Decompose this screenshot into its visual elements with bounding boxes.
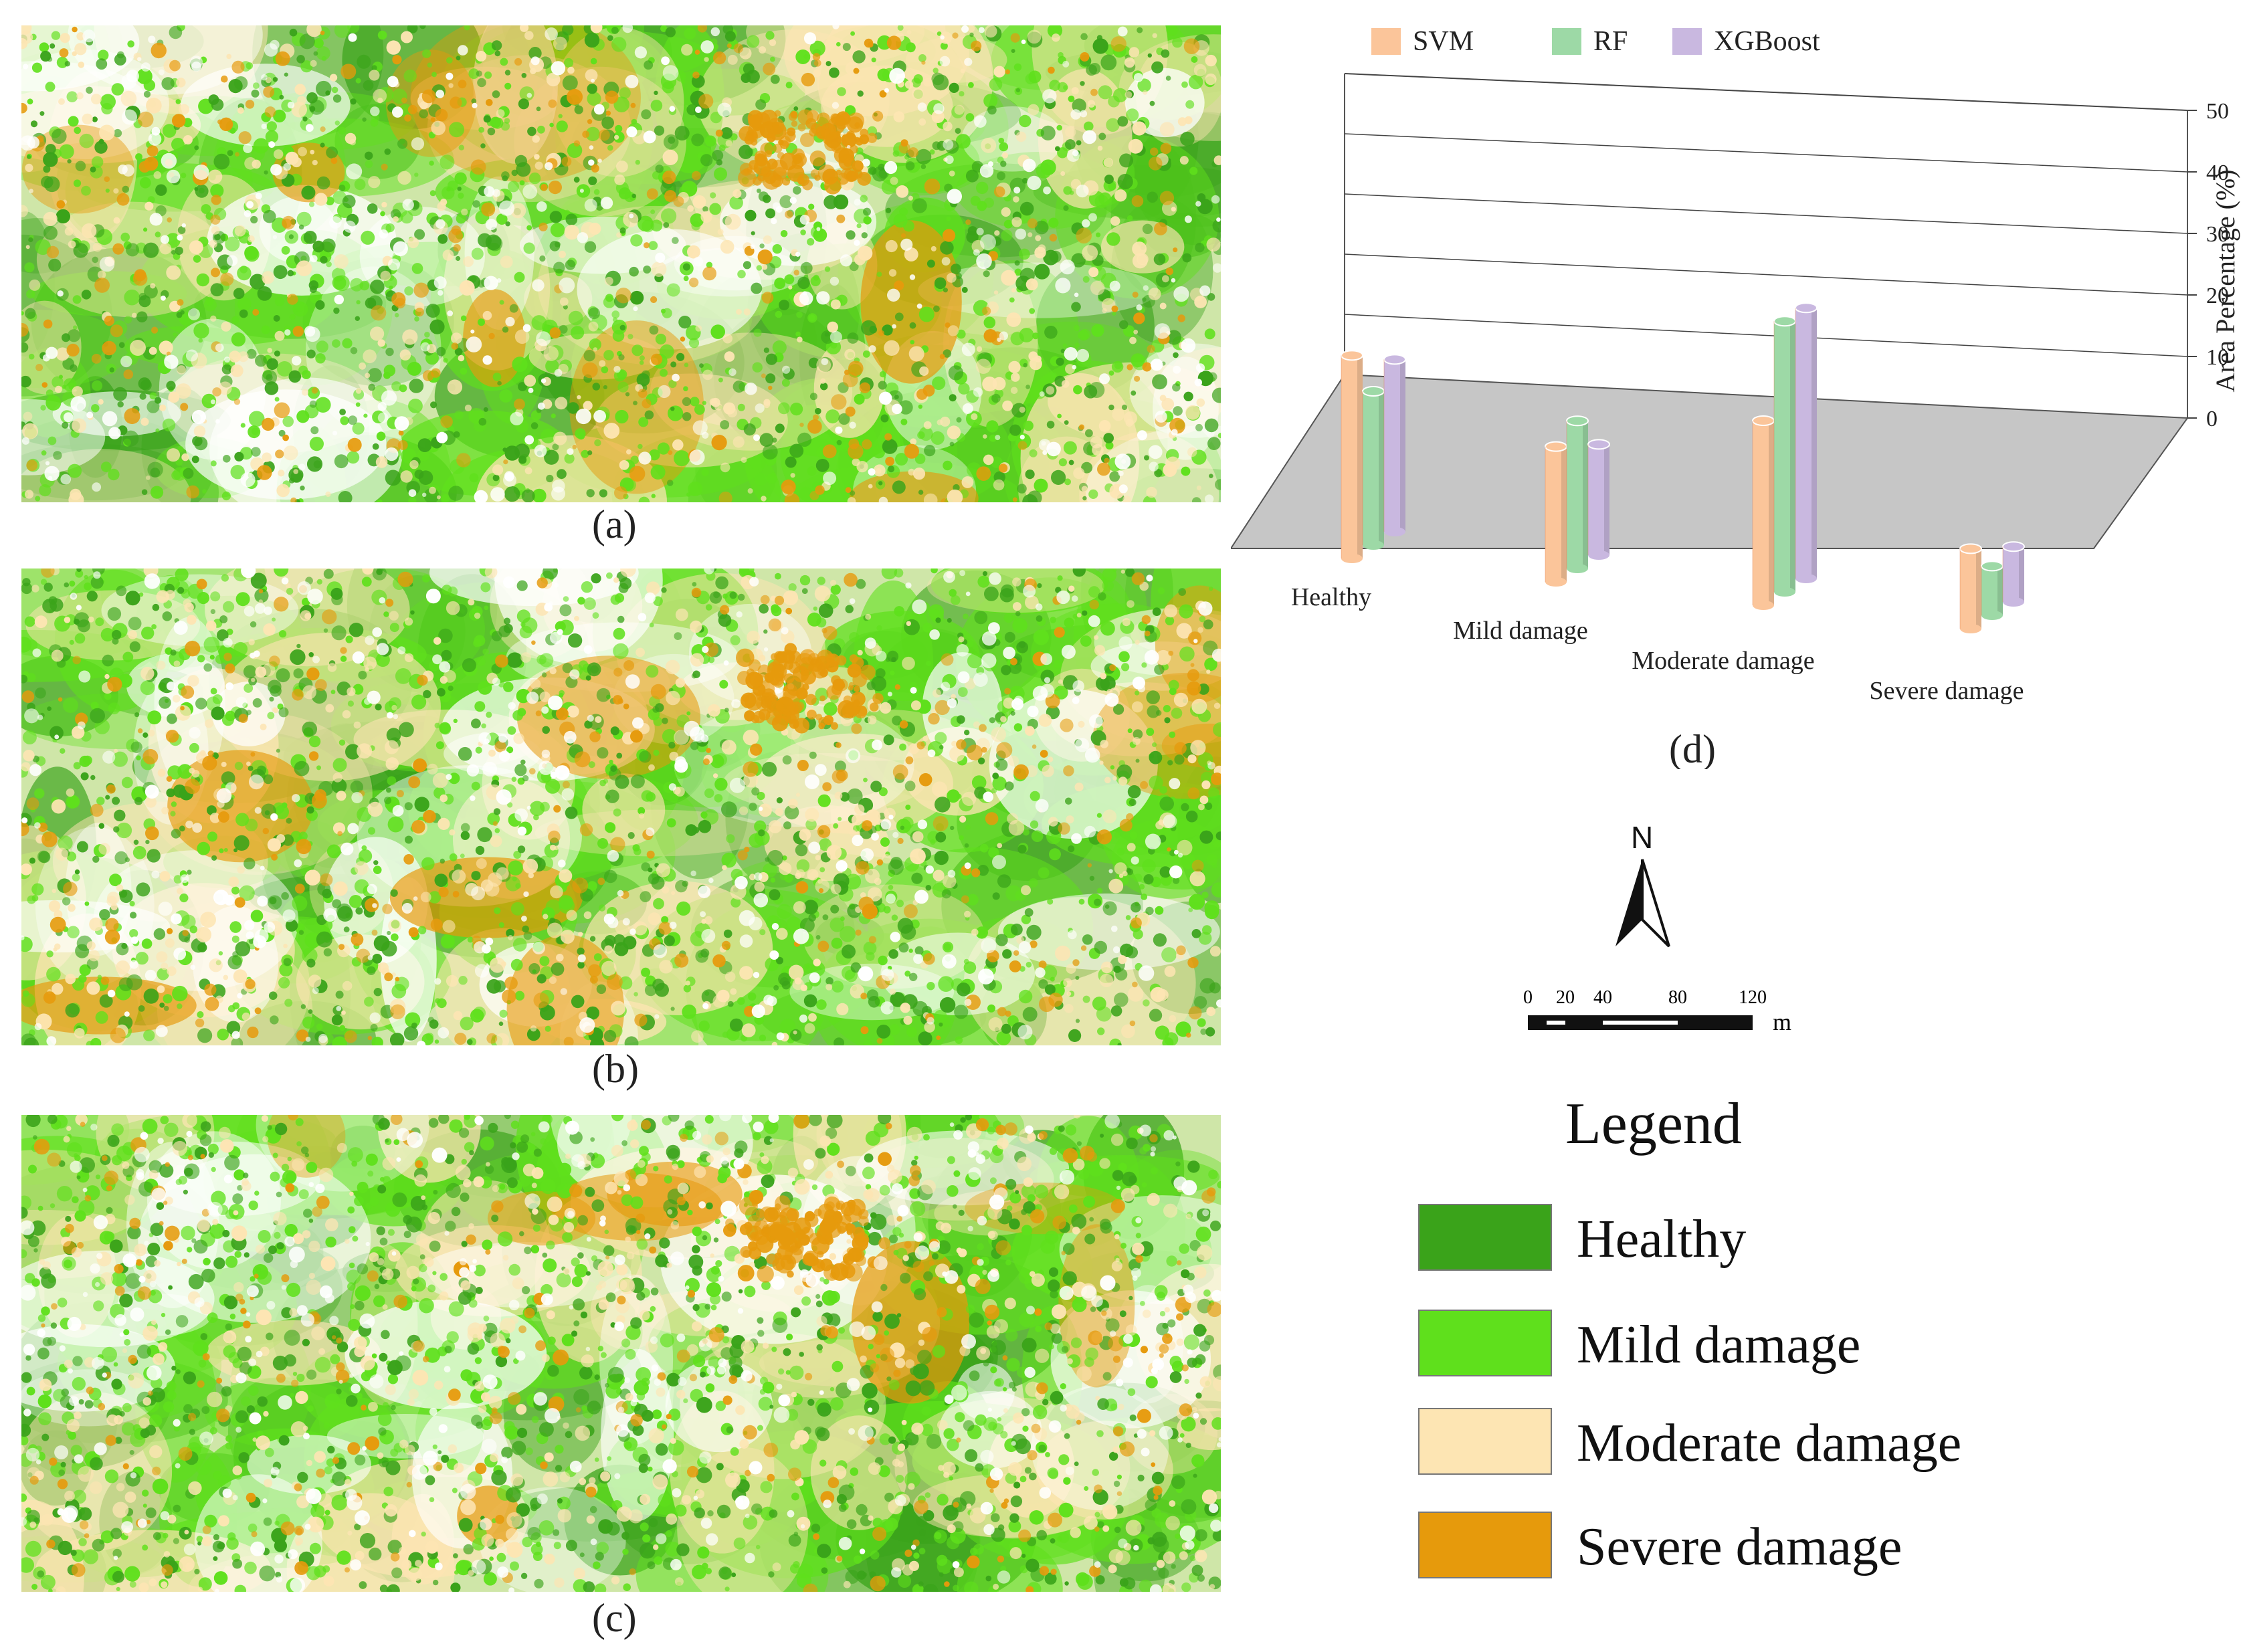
legend-label-moderate: Moderate damage (1577, 1414, 1962, 1473)
bar-SVM-1 (1545, 441, 1567, 587)
bar-RF-3 (1981, 560, 2003, 620)
scale-bar: 0 20 40 80 120 m (1523, 987, 1791, 1035)
bar-RF-1 (1566, 415, 1589, 573)
legend-swatch-healthy (1418, 1204, 1552, 1271)
bar-SVM-0 (1341, 350, 1363, 563)
scale-tick-0: 0 (1523, 987, 1533, 1008)
chart-legend-label-SVM: SVM (1413, 26, 1474, 57)
legend-item-moderate: Moderate damage (1418, 1408, 2154, 1481)
scale-tick-120: 120 (1739, 987, 1767, 1008)
bar-SVM-2 (1752, 415, 1775, 610)
y-tick-label: 10 (2206, 345, 2229, 370)
bar-chart-d: 0 10 20 30 40 50 Area Percentage (%) Healthy Mil… (1230, 13, 2251, 771)
scale-tick-80: 80 (1668, 987, 1687, 1008)
chart-legend-swatch-SVM (1371, 28, 1401, 55)
chart-svg: 0 10 20 30 40 50 Area Percentage (%) Healthy Mil… (1230, 26, 2240, 771)
legend-swatch-moderate (1418, 1408, 1552, 1475)
category-label: Mild damage (1453, 617, 1588, 645)
panel-label-c: (c) (592, 1596, 637, 1640)
chart-legend-swatch-RF (1552, 28, 1581, 55)
bar-XGBoost-0 (1383, 354, 1406, 536)
panel-label-a: (a) (592, 502, 637, 546)
legend-label-healthy: Healthy (1577, 1210, 1747, 1269)
map-panel-b (21, 569, 1221, 1045)
chart-legend-swatch-XGBoost (1672, 28, 1702, 55)
north-label: N (1631, 820, 1654, 855)
panel-label-d: (d) (1669, 727, 1716, 769)
legend-item-severe: Severe damage (1418, 1512, 2154, 1585)
category-label: Severe damage (1869, 677, 2024, 705)
classification-map-b (21, 569, 1221, 1045)
y-tick-label: 30 (2206, 222, 2229, 247)
classification-map-a (21, 25, 1221, 502)
legend-label-mild: Mild damage (1577, 1316, 1861, 1374)
chart-legend-label-RF: RF (1593, 26, 1628, 57)
bar-RF-2 (1773, 316, 1796, 597)
y-tick-label: 50 (2206, 99, 2229, 124)
map-panel-c (21, 1115, 1221, 1592)
bar-XGBoost-2 (1795, 302, 1818, 583)
map-panel-a (21, 25, 1221, 502)
scale-unit: m (1773, 1009, 1791, 1035)
bar-XGBoost-1 (1587, 439, 1610, 560)
chart-legend-label-XGBoost: XGBoost (1714, 26, 1820, 57)
legend: Legend Healthy Mild damage Moderate dama… (1418, 1090, 2154, 1598)
y-tick-label: 0 (2206, 407, 2218, 431)
y-tick-label: 40 (2206, 161, 2229, 185)
legend-item-healthy: Healthy (1418, 1204, 2154, 1277)
legend-title: Legend (1565, 1092, 1742, 1156)
bar-XGBoost-3 (2002, 541, 2025, 607)
category-label: Moderate damage (1632, 647, 1814, 675)
y-tick-label: 20 (2206, 284, 2229, 308)
classification-map-c (21, 1115, 1221, 1592)
category-label: Healthy (1291, 583, 1371, 611)
legend-item-mild: Mild damage (1418, 1310, 2154, 1383)
scale-tick-40: 40 (1593, 987, 1612, 1008)
legend-swatch-mild (1418, 1310, 1552, 1376)
legend-swatch-severe (1418, 1512, 1552, 1578)
legend-label-severe: Severe damage (1577, 1518, 1902, 1576)
panel-label-b: (b) (592, 1047, 639, 1091)
bar-RF-0 (1362, 386, 1385, 550)
y-axis-label: Area Percentage (%) (2210, 169, 2240, 392)
bar-SVM-3 (1959, 543, 1982, 633)
north-arrow-icon (1616, 859, 1670, 948)
scale-tick-20: 20 (1556, 987, 1575, 1008)
